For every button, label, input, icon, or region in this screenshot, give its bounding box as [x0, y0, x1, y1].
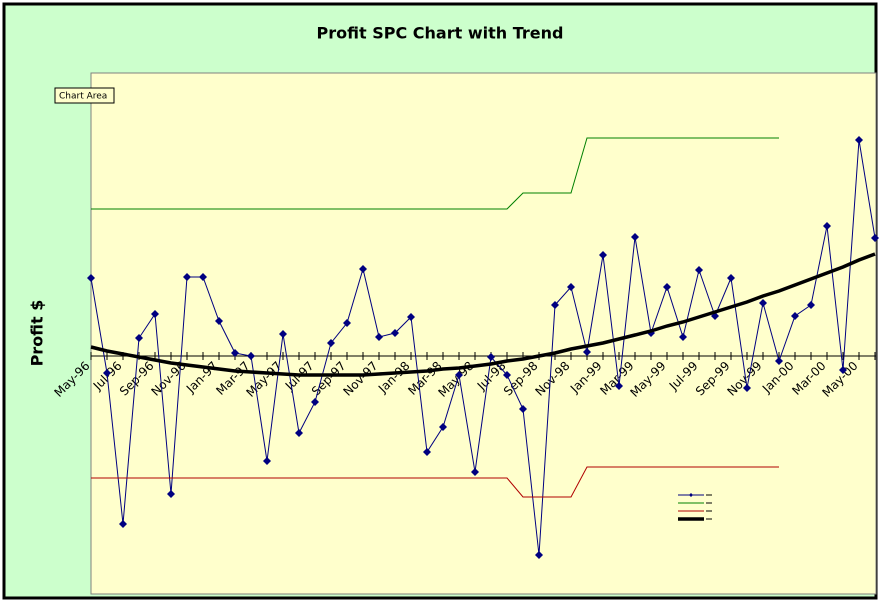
plot-area: [90, 72, 877, 595]
data-point: [215, 317, 223, 325]
data-point: [119, 520, 127, 528]
data-point: [247, 352, 255, 360]
data-point: [487, 353, 495, 361]
data-point: [759, 299, 767, 307]
data-point: [679, 333, 687, 341]
data-point: [103, 369, 111, 377]
data-point: [615, 382, 623, 390]
data-point: [375, 333, 383, 341]
data-point: [743, 384, 751, 392]
data-point: [871, 234, 879, 242]
data-point: [535, 551, 543, 559]
data-point: [295, 429, 303, 437]
data-point: [727, 274, 735, 282]
chart-title: Profit SPC Chart with Trend: [317, 24, 564, 43]
data-point: [151, 310, 159, 318]
data-point: [551, 301, 559, 309]
data-point: [391, 329, 399, 337]
tooltip: Chart Area: [59, 92, 107, 102]
data-point: [455, 371, 463, 379]
data-point: [87, 274, 95, 282]
data-point: [839, 366, 847, 374]
data-point: [823, 222, 831, 230]
data-point: [599, 251, 607, 259]
data-point: [311, 398, 319, 406]
data-point: [663, 283, 671, 291]
data-point: [199, 273, 207, 281]
data-point: [183, 273, 191, 281]
data-point: [263, 457, 271, 465]
data-point: [807, 301, 815, 309]
data-point: [631, 233, 639, 241]
data-point: [135, 334, 143, 342]
data-point: [407, 313, 415, 321]
legend-marker: [689, 493, 693, 497]
data-point: [279, 330, 287, 338]
y-axis-label: Profit $: [28, 300, 47, 367]
data-point: [439, 423, 447, 431]
series-line: [90, 139, 876, 556]
data-point: [167, 490, 175, 498]
data-point: [791, 312, 799, 320]
data-point: [471, 468, 479, 476]
data-point: [855, 136, 863, 144]
series-line: [91, 466, 779, 498]
data-point: [503, 371, 511, 379]
data-point: [567, 283, 575, 291]
data-point: [327, 339, 335, 347]
data-point: [359, 265, 367, 273]
series-line: [90, 252, 876, 377]
data-point: [519, 405, 527, 413]
tooltip-box: [54, 87, 115, 104]
data-point: [423, 448, 431, 456]
series-line: [91, 137, 779, 210]
data-point: [583, 348, 591, 356]
data-point: [343, 319, 351, 327]
data-point: [775, 357, 783, 365]
data-point: [695, 266, 703, 274]
data-point: [231, 349, 239, 357]
